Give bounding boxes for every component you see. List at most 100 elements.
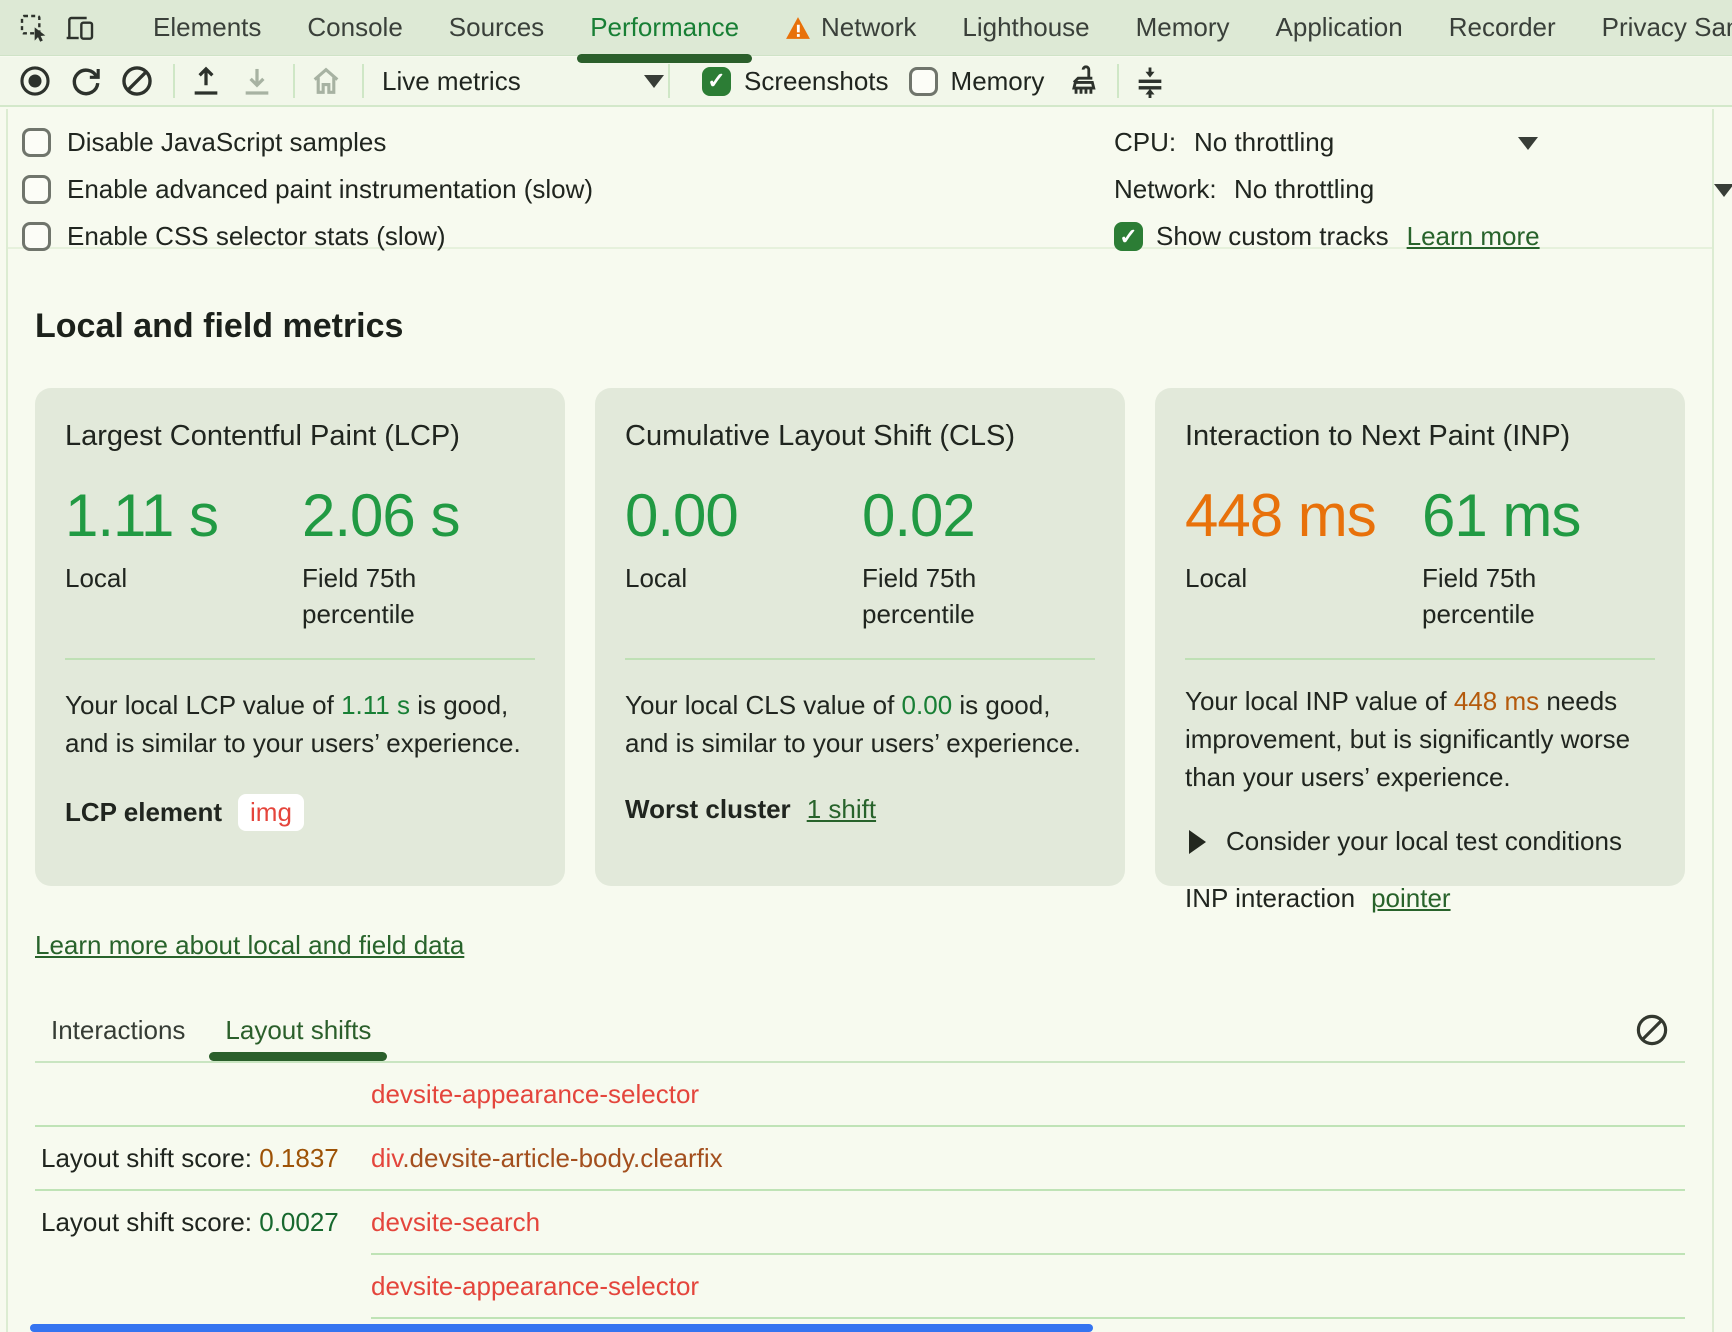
tab-layout-shifts[interactable]: Layout shifts xyxy=(209,1009,388,1061)
css-selector-stats-row[interactable]: Enable CSS selector stats (slow) xyxy=(22,213,1712,260)
toolbar-separator xyxy=(173,64,175,98)
show-custom-tracks-row[interactable]: Show custom tracks Learn more xyxy=(1114,213,1732,260)
worst-cluster-link[interactable]: 1 shift xyxy=(806,794,877,824)
record-button[interactable] xyxy=(16,62,54,100)
performance-toolbar: Live metrics Screenshots Memory xyxy=(0,57,1732,107)
lcp-description: Your local LCP value of 1.11 s is good, … xyxy=(65,690,521,758)
cpu-label: CPU: xyxy=(1114,127,1177,157)
device-toolbar-icon[interactable] xyxy=(64,9,96,47)
record-and-reload-button[interactable] xyxy=(67,62,105,100)
toolbar-separator xyxy=(668,64,670,98)
network-throttling-select[interactable]: Network: No throttling xyxy=(1114,166,1732,213)
layout-shift-row[interactable]: Layout shift score: 0.1837 div.devsite-ar… xyxy=(35,1127,1685,1189)
custom-tracks-learn-more-link[interactable]: Learn more xyxy=(1406,221,1540,251)
divider xyxy=(1185,658,1655,660)
memory-label: Memory xyxy=(950,65,1045,96)
lcp-field-label: Field 75th percentile xyxy=(302,563,417,629)
css-selector-stats-checkbox[interactable] xyxy=(22,222,51,251)
show-custom-tracks-checkbox[interactable] xyxy=(1114,222,1143,251)
screenshots-checkbox[interactable] xyxy=(702,66,731,96)
save-profile-icon[interactable] xyxy=(238,62,276,100)
disable-js-samples-label: Disable JavaScript samples xyxy=(67,127,387,157)
chevron-down-icon xyxy=(1714,184,1732,197)
chevron-down-icon xyxy=(644,74,664,88)
inp-field-value: 61 ms xyxy=(1422,482,1581,549)
tab-lighthouse[interactable]: Lighthouse xyxy=(962,12,1090,42)
tab-network[interactable]: Network xyxy=(762,0,939,56)
screenshots-label: Screenshots xyxy=(744,65,889,96)
local-field-data-learn-more-link[interactable]: Learn more about local and field data xyxy=(35,930,465,960)
lcp-element-label: LCP element xyxy=(65,797,223,827)
toolbar-separator xyxy=(293,64,295,98)
inp-card: Interaction to Next Paint (INP) 448 ms L… xyxy=(1155,388,1685,913)
inp-card-title: Interaction to Next Paint (INP) xyxy=(1185,420,1571,452)
tab-elements[interactable]: Elements xyxy=(153,12,262,42)
inp-description: Your local INP value of 448 ms needs imp… xyxy=(1185,686,1631,792)
divider xyxy=(65,658,535,660)
inspect-element-icon[interactable] xyxy=(18,9,50,47)
layout-shift-score: Layout shift score: 0.0027 xyxy=(41,1206,339,1237)
cpu-value: No throttling xyxy=(1194,127,1335,157)
lcp-element-link[interactable]: img xyxy=(238,794,304,831)
worst-cluster-label: Worst cluster xyxy=(625,794,791,824)
advanced-paint-checkbox[interactable] xyxy=(22,175,51,204)
tab-memory[interactable]: Memory xyxy=(1135,12,1230,42)
tab-privacy-sandbox[interactable]: Privacy Sand xyxy=(1601,12,1732,42)
disable-js-samples-row[interactable]: Disable JavaScript samples xyxy=(22,119,1712,166)
clear-button[interactable] xyxy=(118,62,156,100)
tab-console[interactable]: Console xyxy=(307,12,403,42)
live-metrics-dropdown[interactable]: Live metrics xyxy=(382,66,664,97)
local-test-conditions-disclosure[interactable]: Consider your local test conditions xyxy=(1185,826,1655,857)
warning-icon xyxy=(786,16,810,39)
tab-application[interactable]: Application xyxy=(1275,12,1403,42)
load-profile-icon[interactable] xyxy=(187,62,225,100)
inp-local-value: 448 ms xyxy=(1185,482,1377,549)
chevron-down-icon xyxy=(1518,137,1538,150)
shift-element-link[interactable]: devsite-search xyxy=(371,1206,541,1237)
cls-local-label: Local xyxy=(625,563,688,593)
shift-element-link[interactable]: devsite-appearance-selector xyxy=(371,1270,700,1301)
tab-performance[interactable]: Performance xyxy=(567,0,762,63)
memory-toggle[interactable]: Memory xyxy=(908,65,1045,97)
garbage-collect-icon[interactable] xyxy=(1062,62,1100,100)
row-divider xyxy=(35,1125,1685,1127)
shift-element-link[interactable]: devsite-appearance-selector xyxy=(371,1078,700,1109)
layout-shift-row[interactable]: devsite-appearance-selector xyxy=(35,1063,1685,1125)
devtools-tabbar: Elements Console Sources Performance Net… xyxy=(0,0,1732,63)
lcp-card-title: Largest Contentful Paint (LCP) xyxy=(65,420,460,452)
layout-shift-row[interactable]: Layout shift score: 0.0027 devsite-search xyxy=(35,1191,1685,1253)
shift-element-link[interactable]: div.devsite-article-body.clearfix xyxy=(371,1142,723,1173)
horizontal-scrollbar-thumb[interactable] xyxy=(30,1324,1093,1332)
metric-cards: Largest Contentful Paint (LCP) 1.11 s Lo… xyxy=(35,388,1685,913)
cpu-throttling-select[interactable]: CPU: No throttling xyxy=(1114,119,1732,166)
memory-checkbox[interactable] xyxy=(908,66,938,96)
cls-card: Cumulative Layout Shift (CLS) 0.00 Local… xyxy=(595,388,1125,886)
capture-settings: Disable JavaScript samples Enable advanc… xyxy=(8,109,1732,251)
advanced-paint-label: Enable advanced paint instrumentation (s… xyxy=(67,174,594,204)
clear-log-icon[interactable] xyxy=(1633,1011,1671,1049)
css-selector-stats-label: Enable CSS selector stats (slow) xyxy=(67,221,446,251)
screenshots-toggle[interactable]: Screenshots xyxy=(702,66,889,97)
advanced-paint-row[interactable]: Enable advanced paint instrumentation (s… xyxy=(22,166,1712,213)
tab-recorder[interactable]: Recorder xyxy=(1448,12,1556,42)
collapse-sections-icon[interactable] xyxy=(1131,62,1169,100)
inp-interaction-link[interactable]: pointer xyxy=(1371,883,1451,913)
performance-pane: Disable JavaScript samples Enable advanc… xyxy=(6,109,1732,1332)
live-metrics-label: Live metrics xyxy=(382,65,521,96)
cls-field-label: Field 75th percentile xyxy=(862,563,977,629)
row-divider xyxy=(35,1189,1685,1191)
tab-interactions[interactable]: Interactions xyxy=(51,1015,186,1045)
show-custom-tracks-label: Show custom tracks xyxy=(1156,221,1389,251)
tab-sources[interactable]: Sources xyxy=(448,12,545,42)
disable-js-samples-checkbox[interactable] xyxy=(22,128,51,157)
row-divider xyxy=(371,1317,1685,1319)
cls-field-value: 0.02 xyxy=(862,482,976,549)
network-label: Network: xyxy=(1114,174,1217,204)
toolbar-separator xyxy=(1117,64,1120,98)
inp-field-label: Field 75th percentile xyxy=(1422,563,1537,629)
home-icon[interactable] xyxy=(307,62,345,100)
layout-shift-row[interactable]: devsite-appearance-selector xyxy=(35,1255,1685,1317)
layout-shifts-list: devsite-appearance-selector Layout shift … xyxy=(35,1063,1685,1332)
page-title: Local and field metrics xyxy=(35,307,404,345)
cls-local-value: 0.00 xyxy=(625,482,739,549)
